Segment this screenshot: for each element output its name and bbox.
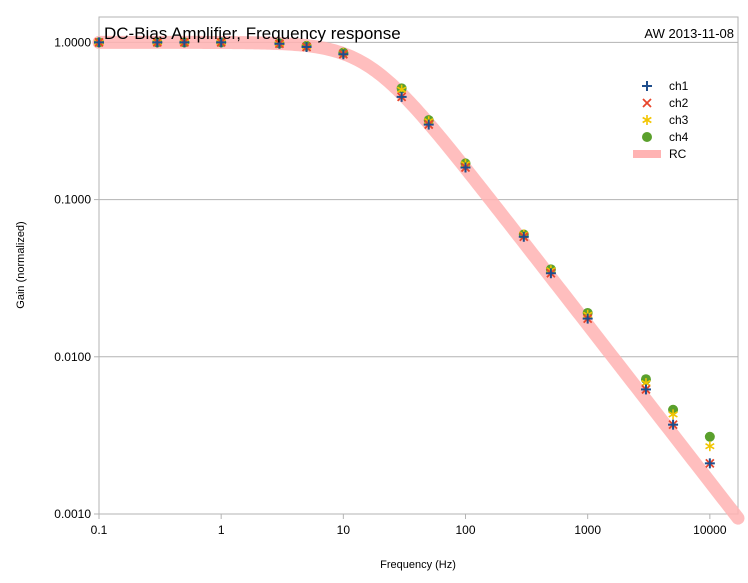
marker-layer bbox=[94, 37, 715, 469]
point-ch1 bbox=[640, 384, 651, 395]
point-ch1 bbox=[423, 119, 434, 130]
legend-label-ch2: ch2 bbox=[669, 96, 689, 110]
point-ch1 bbox=[518, 231, 529, 242]
point-ch1 bbox=[668, 419, 679, 430]
legend-label-ch3: ch3 bbox=[669, 113, 689, 127]
plot-area-border bbox=[98, 16, 739, 515]
point-ch1 bbox=[216, 37, 227, 48]
x-tick-label: 100 bbox=[455, 523, 475, 537]
tick-layer: 0.0010 0.0100 0.1000 1.0000 0.1 1 10 100 1000 100… bbox=[54, 35, 727, 537]
point-ch3-arm bbox=[396, 86, 407, 93]
point-ch1 bbox=[94, 37, 104, 48]
point-ch3-arm bbox=[641, 379, 651, 387]
point-ch1 bbox=[274, 38, 285, 49]
rc-curve-line bbox=[92, 35, 745, 525]
point-ch4 bbox=[704, 431, 715, 442]
y-tick-label: 1.0000 bbox=[54, 35, 91, 49]
chart-title: DC-Bias Amplifier, Frequency response bbox=[104, 24, 401, 43]
point-ch1 bbox=[582, 313, 593, 324]
chart-annotation: AW 2013-11-08 bbox=[644, 26, 734, 41]
point-ch1 bbox=[301, 41, 312, 52]
legend-swatch-ch4 bbox=[642, 132, 652, 142]
y-tick-label: 0.0010 bbox=[54, 507, 91, 521]
y-tick-label: 0.0100 bbox=[54, 350, 91, 364]
point-ch1 bbox=[460, 162, 471, 173]
legend-swatch-ch1 bbox=[642, 81, 652, 91]
y-tick-label: 0.1000 bbox=[54, 193, 91, 207]
x-tick-label: 10000 bbox=[693, 523, 727, 537]
point-ch1 bbox=[704, 458, 715, 469]
legend-swatch-ch2-d2 bbox=[642, 98, 652, 108]
x-tick-label: 0.1 bbox=[91, 523, 108, 537]
y-axis-title: Gain (normalized) bbox=[15, 221, 27, 308]
point-ch3 bbox=[668, 409, 678, 420]
legend-swatch-ch3-arm bbox=[642, 116, 652, 124]
point-ch4-dot bbox=[704, 431, 715, 442]
legend-label-ch4: ch4 bbox=[669, 130, 689, 144]
x-tick-label: 1 bbox=[218, 523, 225, 537]
legend-swatch-ch3 bbox=[642, 115, 652, 125]
legend-label-ch1: ch1 bbox=[669, 79, 689, 93]
point-ch1 bbox=[338, 49, 349, 60]
point-ch3-arm bbox=[705, 442, 715, 450]
x-tick-label: 10 bbox=[337, 523, 351, 537]
point-ch3-arm bbox=[668, 411, 678, 418]
point-ch1 bbox=[152, 37, 163, 48]
x-tick-label: 1000 bbox=[574, 523, 601, 537]
rc-curve-layer bbox=[92, 35, 745, 525]
x-axis-title: Frequency (Hz) bbox=[380, 559, 456, 571]
legend-label-RC: RC bbox=[669, 147, 687, 161]
point-ch1 bbox=[396, 91, 407, 102]
legend-swatch-ch4-dot bbox=[642, 132, 652, 142]
legend-swatch-ch2 bbox=[642, 98, 652, 108]
point-ch3 bbox=[705, 441, 715, 452]
point-ch1 bbox=[545, 268, 556, 279]
point-ch1 bbox=[179, 37, 190, 48]
legend: ch1 ch2 ch3 ch4 RC bbox=[633, 79, 689, 161]
